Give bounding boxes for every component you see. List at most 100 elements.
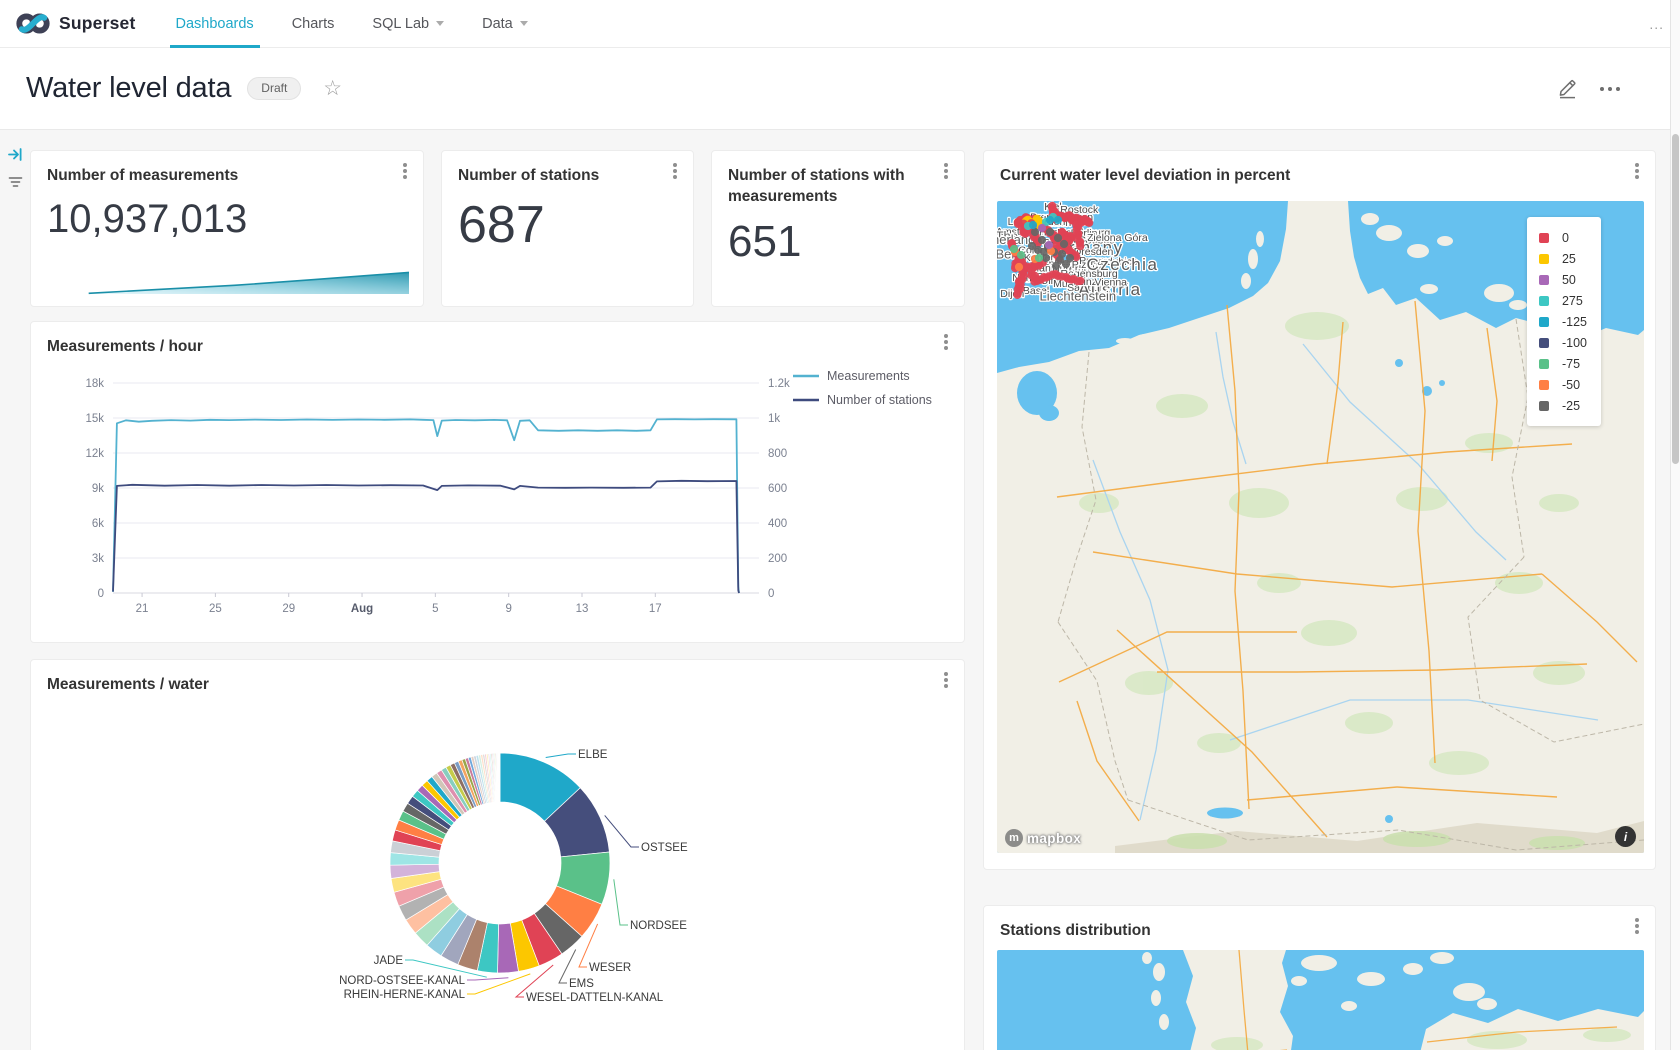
- chart-title: Number of measurements: [47, 167, 239, 184]
- page-scrollbar[interactable]: [1670, 0, 1680, 1050]
- map-legend-item[interactable]: -100: [1538, 332, 1587, 353]
- brand-name[interactable]: Superset: [59, 13, 136, 33]
- city-label: Plzeň: [1072, 259, 1098, 271]
- chart-title: Measurements / hour: [47, 338, 203, 355]
- city-label: Zielona Góra: [1087, 232, 1148, 244]
- legend-label: 0: [1561, 230, 1569, 245]
- legend-label[interactable]: Measurements: [827, 369, 910, 383]
- series-line[interactable]: [112, 418, 740, 594]
- card-measurements-per-water: Measurements / water ELBE OSTSEE NORDSEE WE…: [30, 659, 965, 1050]
- superset-logo-icon[interactable]: [16, 11, 50, 36]
- map-legend-item[interactable]: 50: [1538, 269, 1587, 290]
- map-legend-item[interactable]: 0: [1538, 227, 1587, 248]
- kebab-menu-icon[interactable]: [944, 678, 948, 682]
- station-dots[interactable]: [1007, 201, 1094, 299]
- chart-title: Stations distribution: [1000, 922, 1151, 939]
- kebab-menu-icon[interactable]: [673, 169, 677, 173]
- map-canvas[interactable]: KielRostockBremerhavenHamburgBremenLeeuw…: [997, 201, 1644, 853]
- big-number-value: 10,937,013: [47, 197, 248, 241]
- card-number-of-measurements: Number of measurements 10,937,013: [30, 150, 424, 307]
- svg-text:0: 0: [768, 588, 774, 600]
- distribution-map[interactable]: [997, 950, 1644, 1050]
- legend-swatch: [1538, 253, 1549, 264]
- map-legend: 0 25 50 275 -125 -100 -75 -50 -25: [1526, 217, 1601, 426]
- map-legend-item[interactable]: -75: [1538, 353, 1587, 374]
- chart-title: Current water level deviation in percent: [1000, 167, 1291, 184]
- deviation-map[interactable]: KielRostockBremerhavenHamburgBremenLeeuw…: [997, 201, 1644, 853]
- expand-filter-bar-icon[interactable]: [7, 146, 24, 168]
- pie-slice[interactable]: [498, 752, 501, 803]
- city-label: Vienna: [1095, 277, 1128, 289]
- kebab-menu-icon[interactable]: [1635, 924, 1639, 928]
- slice-label: RHEIN-HERNE-KANAL: [344, 989, 466, 1001]
- map-canvas[interactable]: [997, 950, 1644, 1050]
- map-legend-item[interactable]: -25: [1538, 395, 1587, 416]
- nav-item-data[interactable]: Data: [482, 0, 528, 48]
- nav-label: Charts: [291, 15, 335, 32]
- more-actions-icon[interactable]: [1600, 86, 1620, 91]
- legend-swatch: [1538, 358, 1549, 369]
- svg-text:17: 17: [649, 603, 662, 615]
- map-legend-item[interactable]: 25: [1538, 248, 1587, 269]
- status-badge: Draft: [247, 77, 302, 100]
- map-legend-item[interactable]: -50: [1538, 374, 1587, 395]
- nav-item-sql-lab[interactable]: SQL Lab: [372, 0, 445, 48]
- slice-label: NORD-OSTSEE-KANAL: [339, 975, 465, 987]
- svg-text:9: 9: [505, 603, 511, 615]
- nav-label: Dashboards: [175, 15, 254, 32]
- map-legend-item[interactable]: -125: [1538, 311, 1587, 332]
- chart-title: Measurements / water: [47, 676, 209, 693]
- city-label: Liechtenstein: [1040, 288, 1117, 303]
- filter-icon[interactable]: [7, 174, 24, 196]
- svg-text:12k: 12k: [85, 448, 104, 460]
- nav-item-dashboards[interactable]: Dashboards: [169, 0, 260, 48]
- city-label: Czechia: [1087, 255, 1159, 274]
- city-label: Austria: [1078, 280, 1141, 299]
- legend-swatch: [1538, 337, 1549, 348]
- nav-overflow-icon[interactable]: ...: [1649, 15, 1664, 32]
- svg-text:400: 400: [768, 518, 787, 530]
- hourly-line-chart[interactable]: 0 0 3k 200 6k 400 9k 600 12k 800 15k 1k 18k 1.2k 21 25 2…: [31, 362, 966, 644]
- map-legend-item[interactable]: 275: [1538, 290, 1587, 311]
- svg-text:9k: 9k: [92, 483, 104, 495]
- legend-label: -125: [1561, 314, 1587, 329]
- svg-text:800: 800: [768, 448, 787, 460]
- series-line[interactable]: [112, 479, 740, 594]
- legend-label: -50: [1561, 377, 1581, 392]
- svg-text:6k: 6k: [92, 518, 104, 530]
- legend-label: -25: [1561, 398, 1581, 413]
- slice-label: EMS: [569, 978, 594, 990]
- chart-title: Number of stations with measurements: [728, 167, 905, 205]
- kebab-menu-icon[interactable]: [1635, 169, 1639, 173]
- trendline-sparkline[interactable]: [45, 250, 409, 296]
- dashboard-body: Number of measurements 10,937,013 Number…: [0, 130, 1680, 1050]
- mapbox-attribution[interactable]: m mapbox: [1005, 829, 1081, 847]
- city-label: Pardubice: [1090, 256, 1137, 268]
- legend-swatch: [1538, 274, 1549, 285]
- card-water-level-deviation-map: Current water level deviation in percent: [983, 150, 1656, 870]
- legend-swatch: [1538, 295, 1549, 306]
- legend-swatch: [1538, 379, 1549, 390]
- kebab-menu-icon[interactable]: [944, 340, 948, 344]
- kebab-menu-icon[interactable]: [944, 169, 948, 173]
- legend-label: 275: [1561, 293, 1583, 308]
- legend-label[interactable]: Number of stations: [827, 393, 932, 407]
- big-number-value: 687: [458, 196, 545, 254]
- map-info-icon[interactable]: i: [1615, 826, 1636, 847]
- water-donut-chart[interactable]: ELBE OSTSEE NORDSEE WESER EMS WESEL-DATTELN-K…: [31, 700, 966, 1050]
- edit-pencil-icon[interactable]: [1557, 78, 1578, 99]
- svg-text:200: 200: [768, 553, 787, 565]
- city-label: Prague: [1079, 255, 1113, 267]
- scrollbar-thumb[interactable]: [1672, 134, 1679, 464]
- legend-label: 25: [1561, 251, 1576, 266]
- kebab-menu-icon[interactable]: [403, 169, 407, 173]
- svg-text:25: 25: [209, 603, 222, 615]
- legend-label: -75: [1561, 356, 1581, 371]
- card-stations-distribution: Stations distribution: [983, 905, 1656, 1050]
- chevron-down-icon: [436, 21, 445, 26]
- dashboard-header: Water level data Draft ☆: [0, 48, 1680, 130]
- favorite-star-icon[interactable]: ☆: [323, 76, 343, 100]
- mapbox-wordmark: mapbox: [1027, 830, 1082, 846]
- nav-item-charts[interactable]: Charts: [292, 0, 335, 48]
- card-number-of-stations: Number of stations 687: [441, 150, 694, 307]
